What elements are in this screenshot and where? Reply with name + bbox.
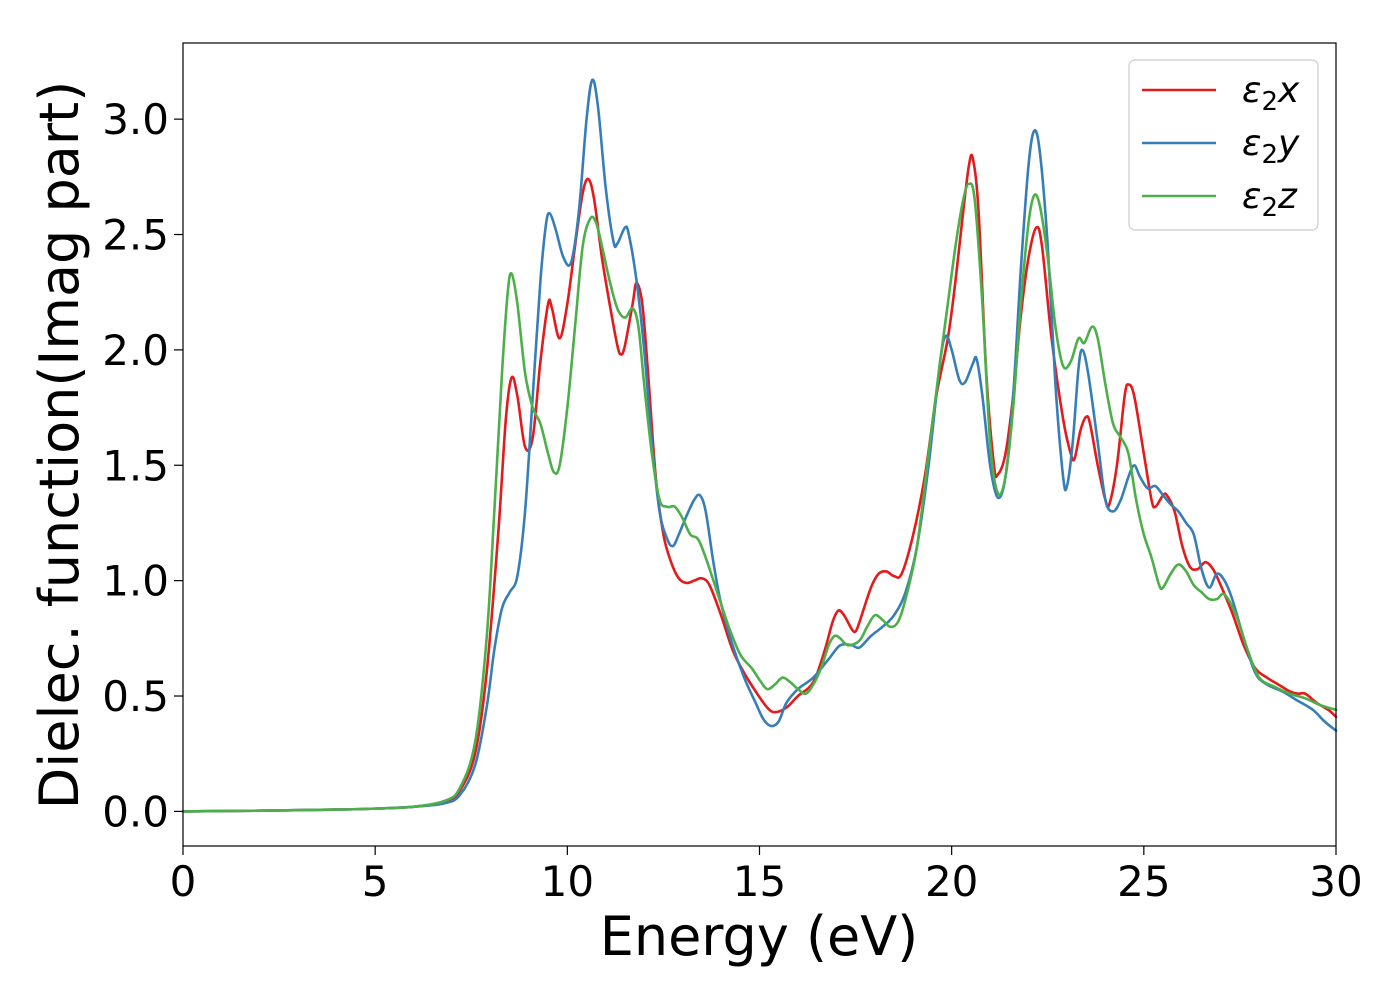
- y-axis-ticks: 0.0 0.5 1.0 1.5 2.0 2.5 3.0: [102, 95, 183, 836]
- x-axis-label: Energy (eV): [600, 905, 919, 968]
- x-tick-label: 10: [541, 857, 594, 906]
- y-axis-label: Dielec. function(Imag part): [28, 81, 91, 810]
- plot-area: [181, 42, 1338, 847]
- x-tick-label: 30: [1309, 857, 1362, 906]
- y-tick-label: 1.5: [102, 441, 169, 490]
- y-tick-label: 1.0: [102, 557, 169, 606]
- y-tick-label: 3.0: [102, 95, 169, 144]
- legend: ε2x ε2y ε2z: [1128, 59, 1319, 231]
- x-tick-label: 5: [362, 857, 389, 906]
- y-tick-label: 0.0: [102, 787, 169, 836]
- legend-label-2: ε2y: [1242, 123, 1300, 170]
- x-tick-label: 20: [925, 857, 978, 906]
- series-line-1: [181, 153, 1338, 813]
- x-tick-label: 0: [170, 857, 197, 906]
- x-tick-label: 15: [733, 857, 786, 906]
- legend-items: ε2x ε2y ε2z: [1142, 70, 1300, 223]
- series-line-2: [181, 78, 1338, 813]
- y-tick-label: 0.5: [102, 672, 169, 721]
- legend-box: [1128, 59, 1319, 231]
- legend-label-1: ε2x: [1242, 70, 1300, 117]
- y-tick-label: 2.0: [102, 326, 169, 375]
- series-lines: [181, 78, 1338, 813]
- series-line-3: [181, 182, 1338, 813]
- x-axis-ticks: 0 5 10 15 20 25 30: [170, 846, 1363, 906]
- legend-label-3: ε2z: [1242, 176, 1298, 223]
- x-tick-label: 25: [1117, 857, 1170, 906]
- y-tick-label: 2.5: [102, 211, 169, 260]
